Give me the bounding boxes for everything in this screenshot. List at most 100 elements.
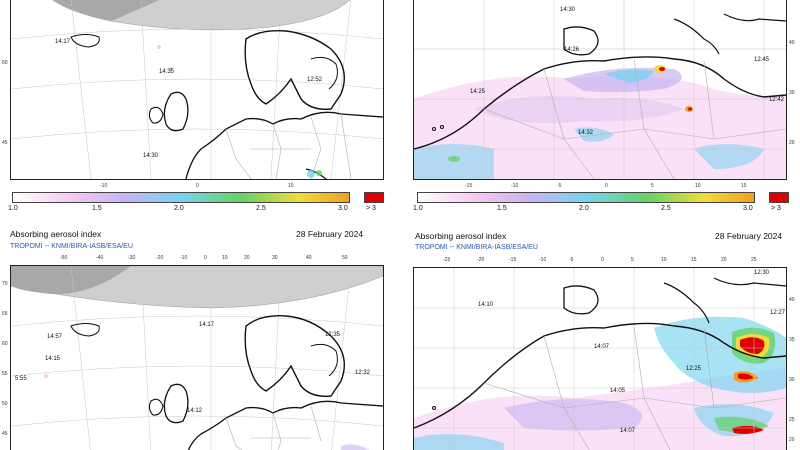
time-label: 12:45 (754, 57, 770, 63)
time-label: 14:07 (620, 428, 636, 434)
lon-label: -30 (128, 255, 136, 261)
map-africa-bottom: 12:30 14:10 12:27 14:07 12:25 14:05 14:0… (413, 267, 787, 450)
europe-map-svg (11, 266, 383, 450)
time-label: 12:30 (754, 270, 770, 276)
time-label: 12:42 (769, 97, 785, 103)
lon-label: -10 (100, 183, 108, 189)
lon-label: 20 (721, 257, 727, 263)
lon-label: 40 (306, 255, 312, 261)
map-africa-top: 14:30 14:26 14:25 14:32 12:45 12:42 (413, 0, 787, 180)
lat-label: 50 (2, 401, 8, 407)
lon-label: 5 (651, 183, 654, 189)
colorbar-tick: 2.0 (174, 205, 184, 212)
lon-label: -40 (96, 255, 104, 261)
lon-label: 10 (695, 183, 701, 189)
time-label: 14:35 (159, 69, 175, 75)
map-europe-bottom: 14:17 12:35 14:57 14:15 12:32 5:55 14:12 (10, 265, 384, 450)
time-label: 12:25 (686, 366, 702, 372)
colorbar-tick: 1.0 (8, 205, 18, 212)
colorbar-tick: 1.5 (92, 205, 102, 212)
lat-label: 20 (789, 437, 795, 443)
panel-title: Absorbing aerosol index (415, 231, 507, 241)
colorbar-overflow-swatch (364, 192, 384, 203)
time-label: 5:55 (15, 376, 27, 382)
time-label: 14:30 (560, 7, 576, 13)
panel-top-left: 14:17 14:35 12:52 14:30 60 45 -10 0 10 1… (0, 0, 395, 225)
colorbar-tick: 1.0 (413, 205, 423, 212)
lon-label: -5 (557, 183, 562, 189)
panel-date: 28 February 2024 (296, 229, 364, 239)
lon-label: 50 (342, 255, 348, 261)
lat-label: 45 (2, 431, 8, 437)
lon-label: -5 (569, 257, 574, 263)
lat-label: 40 (789, 297, 795, 303)
lat-label: 70 (2, 281, 8, 287)
lon-label: 20 (244, 255, 250, 261)
lon-label: 15 (691, 257, 697, 263)
time-label: 14:05 (610, 388, 626, 394)
lat-label: 60 (2, 341, 8, 347)
lat-label: 35 (789, 337, 795, 343)
panel-date: 28 February 2024 (715, 231, 783, 241)
lat-label: 65 (2, 311, 8, 317)
lat-label: 30 (789, 377, 795, 383)
panel-bottom-right: Absorbing aerosol index 28 February 2024… (405, 225, 800, 450)
europe-map-svg (11, 0, 383, 179)
colorbar-overflow-swatch (769, 192, 789, 203)
colorbar-over-label: > 3 (366, 205, 376, 212)
time-label: 14:30 (143, 153, 159, 159)
lon-label: 10 (288, 183, 294, 189)
time-label: 12:35 (325, 332, 341, 338)
lat-label: 20 (789, 140, 795, 146)
lon-label: -10 (539, 257, 547, 263)
lat-label: 30 (789, 90, 795, 96)
time-label: 14:07 (594, 344, 610, 350)
lon-label: -20 (477, 257, 485, 263)
africa-map-svg (414, 268, 786, 450)
africa-map-svg (414, 0, 786, 179)
lon-label: -50 (60, 255, 68, 261)
time-label: 14:25 (470, 89, 486, 95)
time-label: 14:57 (47, 334, 63, 340)
colorbar-tick: 2.0 (579, 205, 589, 212)
time-label: 12:52 (307, 77, 323, 83)
lon-label: -15 (465, 183, 473, 189)
time-label: 14:32 (578, 130, 594, 136)
time-label: 14:26 (564, 47, 580, 53)
lat-label: 55 (2, 371, 8, 377)
lat-label: 25 (789, 417, 795, 423)
panel-top-right: 14:30 14:26 14:25 14:32 12:45 12:42 40 3… (405, 0, 800, 225)
time-label: 14:12 (187, 408, 203, 414)
colorbar (417, 192, 755, 203)
lon-label: 0 (605, 183, 608, 189)
lon-label: 0 (196, 183, 199, 189)
lon-label: 0 (601, 257, 604, 263)
colorbar-tick: 2.5 (661, 205, 671, 212)
panel-credit: TROPOMI -- KNMI/BIRA-IASB/ESA/EU (10, 243, 133, 250)
lon-label: 25 (751, 257, 757, 263)
colorbar (12, 192, 350, 203)
colorbar-tick: 3.0 (743, 205, 753, 212)
lon-label: -25 (443, 257, 451, 263)
lon-label: 10 (661, 257, 667, 263)
time-label: 14:17 (199, 322, 215, 328)
lon-label: 15 (741, 183, 747, 189)
panel-bottom-left: Absorbing aerosol index 28 February 2024… (0, 225, 395, 450)
panel-credit: TROPOMI -- KNMI/BIRA-IASB/ESA/EU (415, 244, 538, 251)
lon-label: 5 (631, 257, 634, 263)
lon-label: -10 (511, 183, 519, 189)
time-label: 12:32 (355, 370, 371, 376)
lon-label: -20 (156, 255, 164, 261)
colorbar-tick: 1.5 (497, 205, 507, 212)
time-label: 14:17 (55, 39, 71, 45)
lat-label: 40 (789, 40, 795, 46)
lon-label: 10 (222, 255, 228, 261)
colorbar-tick: 2.5 (256, 205, 266, 212)
lon-label: -15 (509, 257, 517, 263)
colorbar-over-label: > 3 (771, 205, 781, 212)
lon-label: 30 (272, 255, 278, 261)
panel-title: Absorbing aerosol index (10, 229, 102, 239)
time-label: 14:10 (478, 302, 494, 308)
lat-label: 60 (2, 60, 8, 66)
lon-label: 0 (204, 255, 207, 261)
